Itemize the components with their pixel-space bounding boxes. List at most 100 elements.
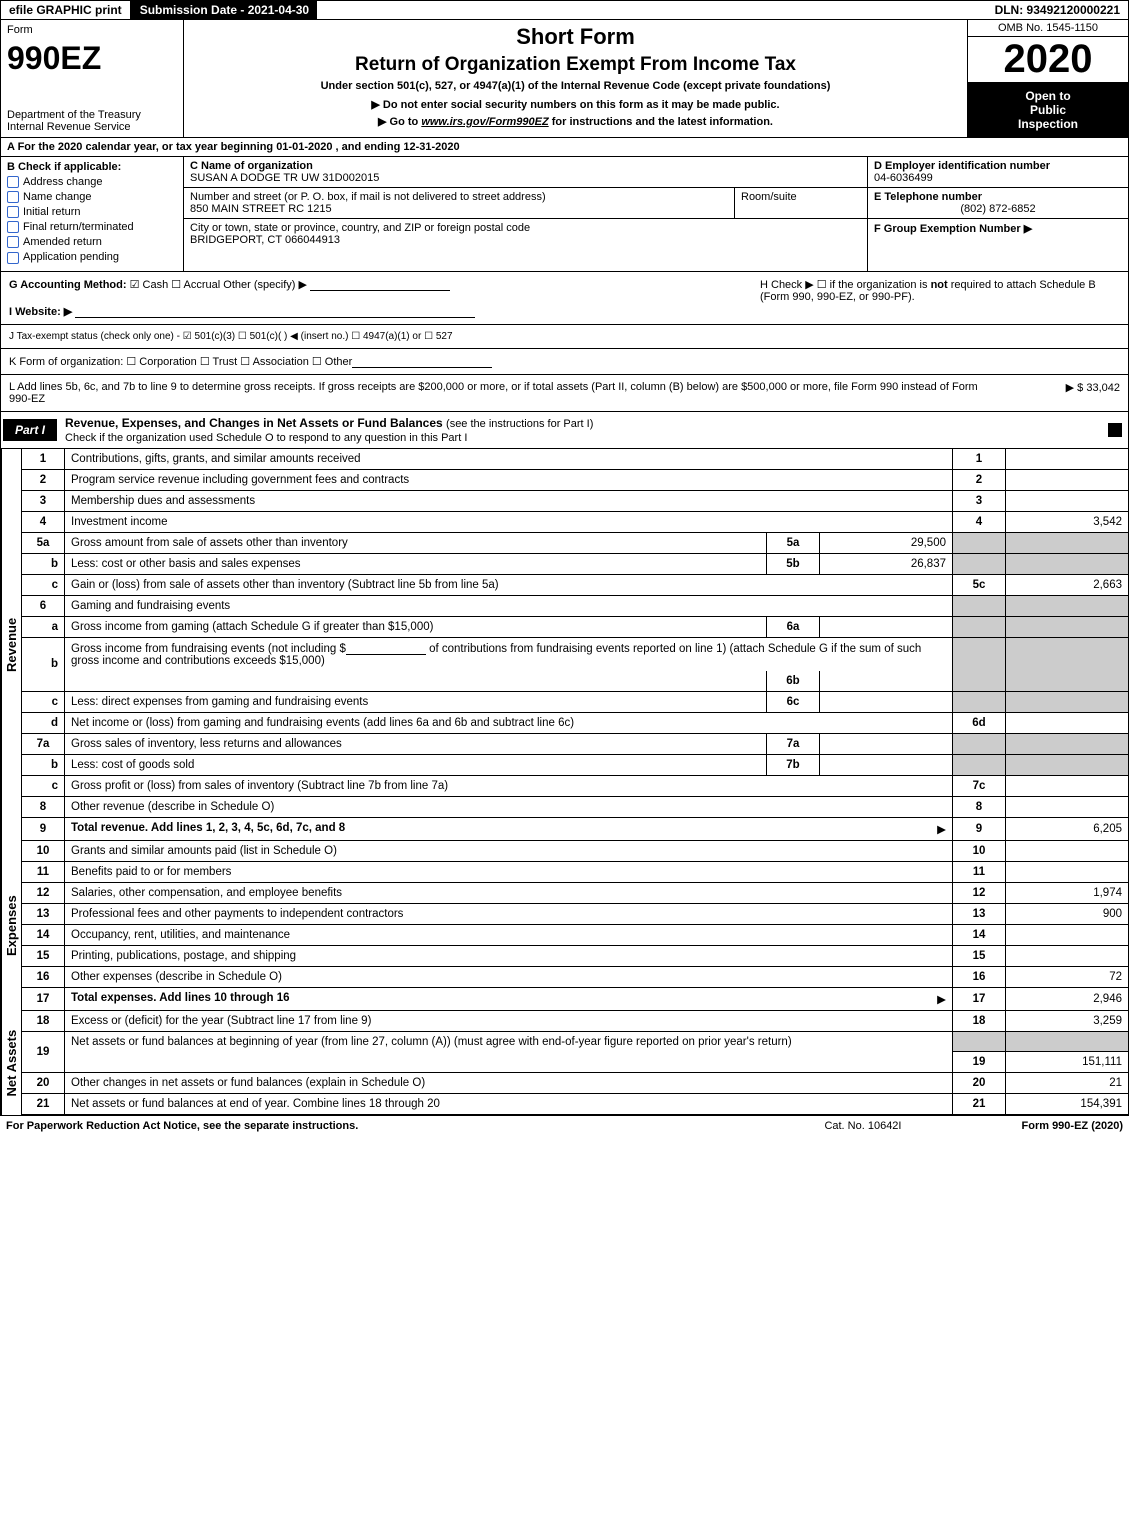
- ln6b-greyval: [1006, 637, 1129, 691]
- ln6d-box: 6d: [953, 712, 1006, 733]
- short-form-title: Short Form: [192, 24, 959, 50]
- ln19-greybox: [953, 1031, 1006, 1052]
- ln7a-mbox: 7a: [767, 733, 820, 754]
- ln7b-desc: Less: cost of goods sold: [71, 759, 194, 771]
- ln1-desc: Contributions, gifts, grants, and simila…: [71, 453, 361, 465]
- checkbox-application-pending[interactable]: [7, 252, 19, 264]
- ln13-box: 13: [953, 903, 1006, 924]
- ln15-box: 15: [953, 945, 1006, 966]
- ln19-greyval: [1006, 1031, 1129, 1052]
- ln8-num: 8: [22, 796, 65, 817]
- ln17-box: 17: [953, 987, 1006, 1010]
- ln5b-greyval: [1006, 553, 1129, 574]
- label-final-return: Final return/terminated: [23, 221, 134, 233]
- ln6b-num: b: [22, 637, 65, 691]
- header-right: OMB No. 1545-1150 2020 Open to Public In…: [968, 20, 1128, 137]
- ln6d-num: d: [22, 712, 65, 733]
- column-b-checkboxes: B Check if applicable: Address change Na…: [1, 157, 184, 271]
- checkbox-final-return[interactable]: [7, 221, 19, 233]
- ln14-val: [1006, 924, 1129, 945]
- ein-value: 04-6036499: [874, 172, 1122, 184]
- label-name-change: Name change: [23, 191, 92, 203]
- catalog-number: Cat. No. 10642I: [824, 1120, 901, 1132]
- ln19-val: 151,111: [1006, 1052, 1129, 1073]
- ln12-desc: Salaries, other compensation, and employ…: [71, 887, 342, 899]
- ln12-val: 1,974: [1006, 882, 1129, 903]
- city-value: BRIDGEPORT, CT 066044913: [190, 234, 861, 246]
- open-line1: Open to: [970, 89, 1126, 103]
- ln2-desc: Program service revenue including govern…: [71, 474, 409, 486]
- ln4-desc: Investment income: [71, 516, 168, 528]
- checkbox-address-change[interactable]: [7, 176, 19, 188]
- part-1-title: Revenue, Expenses, and Changes in Net As…: [65, 416, 446, 430]
- row-g-h: G Accounting Method: ☑ Cash ☐ Accrual Ot…: [0, 272, 1129, 325]
- l-text: L Add lines 5b, 6c, and 7b to line 9 to …: [9, 381, 1000, 405]
- irs-form-link[interactable]: www.irs.gov/Form990EZ: [421, 116, 548, 128]
- ln5a-num: 5a: [22, 532, 65, 553]
- netassets-side-label: Net Assets: [1, 1011, 21, 1116]
- row-j: J Tax-exempt status (check only one) - ☑…: [0, 325, 1129, 349]
- page-footer: For Paperwork Reduction Act Notice, see …: [0, 1115, 1129, 1136]
- ln14-desc: Occupancy, rent, utilities, and maintena…: [71, 929, 290, 941]
- phone-value: (802) 872-6852: [874, 203, 1122, 215]
- l-value: ▶ $ 33,042: [1000, 381, 1120, 405]
- ln15-desc: Printing, publications, postage, and shi…: [71, 950, 296, 962]
- ln7c-desc: Gross profit or (loss) from sales of inv…: [71, 780, 448, 792]
- ln7a-greyval: [1006, 733, 1129, 754]
- ln6-greybox: [953, 595, 1006, 616]
- paperwork-notice: For Paperwork Reduction Act Notice, see …: [6, 1120, 358, 1132]
- ln13-num: 13: [22, 903, 65, 924]
- efile-print-button[interactable]: efile GRAPHIC print: [1, 1, 132, 19]
- ln5a-desc: Gross amount from sale of assets other t…: [71, 537, 348, 549]
- info-grid: B Check if applicable: Address change Na…: [0, 157, 1129, 272]
- ln5a-mval: 29,500: [820, 532, 953, 553]
- part-1-header: Part I Revenue, Expenses, and Changes in…: [0, 412, 1129, 449]
- ln11-num: 11: [22, 861, 65, 882]
- dln-label: DLN: 93492120000221: [987, 1, 1128, 19]
- label-amended-return: Amended return: [23, 236, 102, 248]
- k-other-blank[interactable]: [352, 355, 492, 368]
- ln6b-mval: [820, 671, 953, 692]
- ln11-box: 11: [953, 861, 1006, 882]
- checkbox-amended-return[interactable]: [7, 236, 19, 248]
- ln10-box: 10: [953, 841, 1006, 862]
- checkbox-initial-return[interactable]: [7, 206, 19, 218]
- ln2-box: 2: [953, 469, 1006, 490]
- goto-instructions: ▶ Go to www.irs.gov/Form990EZ for instru…: [192, 115, 959, 128]
- column-c-org: C Name of organization SUSAN A DODGE TR …: [184, 157, 868, 271]
- checkbox-name-change[interactable]: [7, 191, 19, 203]
- ln4-val: 3,542: [1006, 511, 1129, 532]
- ln6a-greybox: [953, 616, 1006, 637]
- ln17-num: 17: [22, 987, 65, 1010]
- g-other-blank[interactable]: [310, 278, 450, 291]
- ln21-box: 21: [953, 1094, 1006, 1115]
- expenses-table: 10Grants and similar amounts paid (list …: [21, 841, 1129, 1011]
- ln5b-mbox: 5b: [767, 553, 820, 574]
- part-1-title-block: Revenue, Expenses, and Changes in Net As…: [59, 412, 599, 448]
- ln7a-mval: [820, 733, 953, 754]
- ln13-desc: Professional fees and other payments to …: [71, 908, 403, 920]
- ln6a-num: a: [22, 616, 65, 637]
- part-1-checkbox[interactable]: [1108, 423, 1122, 437]
- ln6d-desc: Net income or (loss) from gaming and fun…: [71, 717, 574, 729]
- ln5b-mval: 26,837: [820, 553, 953, 574]
- ln6b-blank[interactable]: [346, 642, 426, 655]
- ln9-val: 6,205: [1006, 817, 1129, 840]
- line-a-row: A For the 2020 calendar year, or tax yea…: [0, 138, 1129, 157]
- ln5b-num: b: [22, 553, 65, 574]
- expenses-section: Expenses 10Grants and similar amounts pa…: [0, 841, 1129, 1011]
- org-name: SUSAN A DODGE TR UW 31D002015: [190, 172, 861, 184]
- ln6c-greybox: [953, 691, 1006, 712]
- ln6a-desc: Gross income from gaming (attach Schedul…: [71, 621, 433, 633]
- label-application-pending: Application pending: [23, 251, 119, 263]
- ln16-val: 72: [1006, 966, 1129, 987]
- label-initial-return: Initial return: [23, 206, 80, 218]
- ln6c-mbox: 6c: [767, 691, 820, 712]
- ln7b-num: b: [22, 754, 65, 775]
- h-text1: H Check ▶ ☐ if the organization is: [760, 279, 931, 291]
- c-label: C Name of organization: [190, 160, 861, 172]
- ln18-val: 3,259: [1006, 1011, 1129, 1032]
- ln6-num: 6: [22, 595, 65, 616]
- ln7a-desc: Gross sales of inventory, less returns a…: [71, 738, 342, 750]
- website-blank[interactable]: [75, 305, 475, 318]
